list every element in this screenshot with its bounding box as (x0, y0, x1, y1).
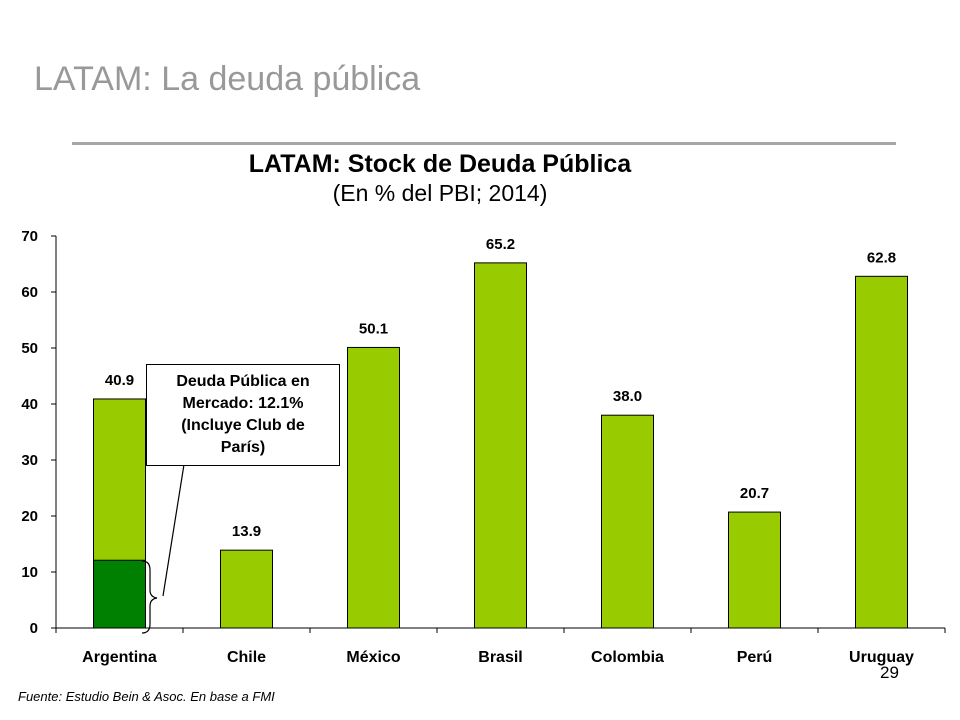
chart-title: LATAM: Stock de Deuda Pública (248, 150, 632, 178)
title-divider (72, 142, 896, 145)
bar-value-label: 20.7 (740, 485, 769, 502)
bar-brasil (474, 262, 527, 629)
bar-value-label: 50.1 (359, 320, 388, 337)
category-label: Uruguay (849, 649, 914, 666)
callout-line-4: París) (220, 439, 266, 456)
bar-colombia (601, 414, 654, 629)
y-tick-label: 30 (21, 452, 38, 469)
bar-value-label: 62.8 (867, 249, 896, 266)
category-label: Brasil (478, 649, 522, 666)
bar-value-label: 13.9 (232, 523, 261, 540)
bar-highlight-argentina (93, 559, 146, 629)
y-tick-label: 10 (21, 564, 38, 581)
y-tick-label: 40 (21, 396, 38, 413)
highlight-brace (141, 560, 158, 634)
y-tick-label: 0 (30, 620, 38, 637)
category-label: Colombia (591, 649, 664, 666)
callout-box: Deuda Pública en Mercado: 12.1% (Incluye… (146, 364, 340, 466)
y-tick-label: 50 (21, 340, 38, 357)
bar-value-label: 38.0 (613, 388, 642, 405)
bar-value-label: 65.2 (486, 236, 515, 253)
bar-value-label: 40.9 (105, 372, 134, 389)
y-tick-label: 60 (21, 284, 38, 301)
callout-line-2: Mercado: 12.1% (182, 395, 304, 412)
y-tick-label: 20 (21, 508, 38, 525)
bar-perú (728, 511, 781, 629)
category-label: México (346, 649, 400, 666)
category-label: Chile (227, 649, 266, 666)
callout-arrow (162, 451, 189, 597)
slide-title: LATAM: La deuda pública (34, 60, 421, 98)
category-label: Perú (737, 649, 773, 666)
page-number: 29 (880, 663, 899, 682)
bar-méxico (347, 346, 400, 629)
y-tick-label: 70 (21, 228, 38, 245)
callout-line-3: (Incluye Club de (181, 417, 305, 434)
callout-line-1: Deuda Pública en (176, 373, 310, 390)
bar-chile (220, 549, 273, 629)
bar-uruguay (855, 275, 908, 629)
source-note: Fuente: Estudio Bein & Asoc. En base a F… (18, 689, 275, 704)
category-label: Argentina (82, 649, 157, 666)
chart-subtitle: (En % del PBI; 2014) (332, 180, 548, 206)
